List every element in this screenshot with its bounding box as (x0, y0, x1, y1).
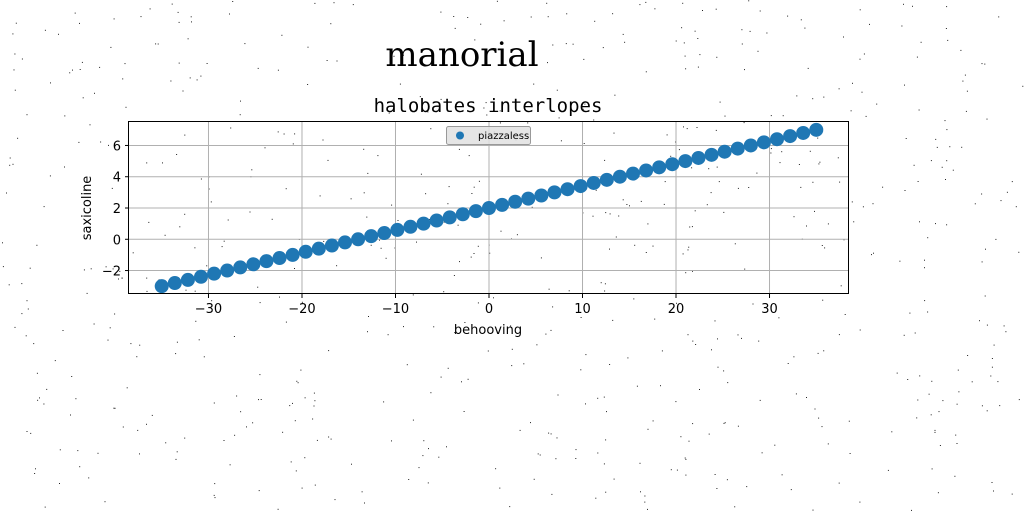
data-point (351, 232, 366, 247)
data-point (220, 263, 235, 278)
data-point (403, 219, 418, 234)
data-point (455, 207, 470, 222)
data-point (508, 194, 523, 209)
data-point (626, 166, 640, 181)
data-point (416, 216, 431, 231)
data-point (246, 257, 261, 272)
data-point (639, 163, 654, 178)
data-point (285, 247, 300, 262)
data-point (652, 160, 667, 175)
data-point (809, 122, 824, 137)
data-point (338, 235, 352, 250)
data-point (743, 138, 758, 153)
data-point (390, 222, 405, 237)
data-point (796, 125, 811, 140)
data-points (154, 122, 824, 294)
data-point (573, 179, 588, 194)
data-point (364, 229, 379, 244)
data-point (167, 276, 182, 291)
data-point (521, 191, 536, 206)
x-tick-label: −20 (288, 302, 315, 317)
data-point (717, 144, 732, 159)
y-tick-label: −2 (102, 265, 121, 280)
legend: piazzaless (446, 126, 531, 145)
data-point (180, 272, 195, 287)
data-point (586, 175, 601, 190)
data-point (665, 157, 680, 172)
chart-title: halobates interlopes (374, 95, 603, 117)
data-point (730, 141, 745, 156)
data-point (377, 226, 392, 241)
data-point (691, 150, 706, 165)
data-point (678, 154, 693, 169)
data-point (770, 132, 784, 147)
y-tick-label: 2 (113, 202, 121, 217)
data-point (534, 188, 549, 203)
data-point (154, 279, 169, 294)
data-point (442, 210, 457, 225)
x-tick-label: 20 (668, 302, 685, 317)
data-point (207, 266, 222, 281)
data-point (482, 201, 496, 215)
data-point (560, 182, 575, 197)
y-tick-label: 0 (113, 233, 121, 248)
x-tick-label: 30 (761, 302, 778, 317)
data-point (272, 251, 287, 266)
y-tick-label: 6 (113, 139, 121, 154)
data-point (259, 254, 274, 269)
x-tick-label: 0 (485, 302, 493, 317)
data-point (468, 204, 483, 219)
data-point (429, 213, 444, 228)
x-tick-label: −10 (382, 302, 409, 317)
data-point (783, 129, 798, 144)
data-point (704, 147, 719, 162)
data-point (612, 169, 627, 184)
y-axis-ticks: −2 0 2 4 6 (102, 139, 129, 280)
data-point (298, 244, 313, 259)
data-point (233, 260, 248, 275)
data-point (324, 238, 339, 253)
chart-suptitle: manorial (385, 35, 538, 75)
x-axis-ticks: −30 −20 −10 0 10 20 30 (195, 294, 778, 317)
x-tick-label: −30 (195, 302, 222, 317)
data-point (311, 241, 326, 256)
data-point (756, 135, 771, 150)
y-axis-label: saxicoline (80, 176, 95, 241)
data-point (547, 185, 562, 200)
y-tick-label: 4 (113, 171, 121, 186)
data-point (599, 172, 614, 187)
legend-box (446, 126, 531, 145)
x-axis-label: behooving (454, 323, 522, 338)
legend-marker (456, 131, 464, 140)
data-point (495, 197, 510, 212)
legend-label: piazzaless (478, 131, 529, 142)
x-tick-label: 10 (574, 302, 591, 317)
data-point (194, 269, 208, 284)
